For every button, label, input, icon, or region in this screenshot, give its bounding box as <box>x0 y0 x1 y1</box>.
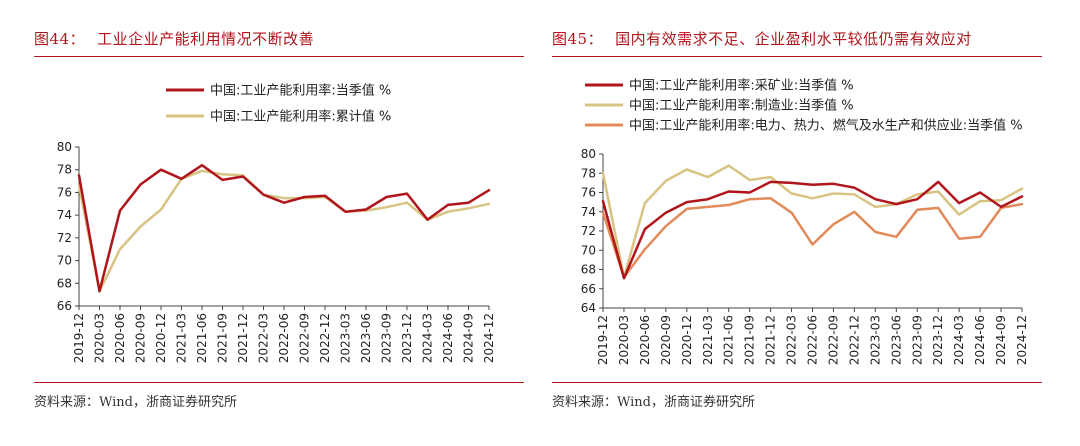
x-tick-label: 2024-03 <box>952 315 966 365</box>
x-tick-label: 2020-03 <box>617 315 631 365</box>
right-chart: 中国:工业产能利用率:采矿业:当季值 % 中国:工业产能利用率:制造业:当季值 %… <box>581 78 1029 366</box>
x-tick-label: 2022-09 <box>298 313 312 363</box>
x-tick-label: 2023-09 <box>380 313 394 363</box>
x-tick-label: 2023-03 <box>868 315 882 365</box>
left-figure-title: 图44： 工业企业产能利用情况不断改善 <box>34 28 314 49</box>
x-tick-label: 2022-12 <box>847 315 861 365</box>
left-figure-label: 图44： <box>34 30 86 48</box>
left-source-note: 资料来源：Wind，浙商证券研究所 <box>34 395 237 410</box>
y-tick-label: 70 <box>57 254 72 268</box>
series-line <box>77 163 491 293</box>
x-tick-label: 2020-09 <box>659 315 673 365</box>
x-tick-label: 2021-03 <box>175 313 189 363</box>
y-tick-label: 74 <box>57 208 72 222</box>
x-tick-label: 2024-09 <box>994 315 1008 365</box>
y-tick-label: 76 <box>57 185 72 199</box>
x-tick-label: 2021-09 <box>216 313 230 363</box>
right-source-note: 资料来源：Wind，浙商证券研究所 <box>552 395 755 410</box>
x-tick-label: 2023-06 <box>359 313 373 363</box>
right-title-rule <box>552 56 1042 57</box>
right-figure-label: 图45： <box>552 30 604 48</box>
x-tick-label: 2021-03 <box>701 315 715 365</box>
legend-label: 中国:工业产能利用率:电力、热力、燃气及水生产和供应业:当季值 % <box>629 118 1023 134</box>
y-tick-label: 66 <box>57 299 72 313</box>
y-tick-label: 68 <box>581 263 596 277</box>
x-tick-label: 2021-12 <box>236 313 250 363</box>
series-line <box>601 180 1024 280</box>
y-tick-label: 72 <box>57 231 72 245</box>
y-tick-label: 80 <box>57 140 72 154</box>
series-line <box>77 169 491 293</box>
series-line <box>601 164 1024 279</box>
y-tick-label: 72 <box>581 224 596 238</box>
y-tick-label: 66 <box>581 282 596 296</box>
y-tick-label: 74 <box>581 205 596 219</box>
x-tick-label: 2020-03 <box>93 313 107 363</box>
left-source-rule <box>34 382 524 383</box>
x-tick-label: 2021-06 <box>722 315 736 365</box>
legend-label: 中国:工业产能利用率:制造业:当季值 % <box>629 98 854 114</box>
x-tick-label: 2022-09 <box>826 315 840 365</box>
x-tick-label: 2024-12 <box>1015 315 1029 365</box>
y-tick-label: 80 <box>581 147 596 161</box>
y-tick-label: 76 <box>581 186 596 200</box>
x-tick-label: 2024-06 <box>973 315 987 365</box>
x-tick-label: 2020-06 <box>638 315 652 365</box>
y-tick-label: 70 <box>581 243 596 257</box>
x-tick-label: 2023-12 <box>931 315 945 365</box>
x-tick-label: 2023-12 <box>400 313 414 363</box>
x-tick-label: 2023-03 <box>339 313 353 363</box>
left-figure-title-text: 工业企业产能利用情况不断改善 <box>97 30 315 48</box>
x-tick-label: 2020-12 <box>680 315 694 365</box>
x-tick-label: 2021-12 <box>764 315 778 365</box>
x-tick-label: 2022-06 <box>277 313 291 363</box>
x-tick-label: 2022-03 <box>257 313 271 363</box>
x-tick-label: 2024-03 <box>421 313 435 363</box>
x-tick-label: 2021-06 <box>195 313 209 363</box>
right-figure-title-text: 国内有效需求不足、企业盈利水平较低仍需有效应对 <box>615 30 972 48</box>
x-tick-label: 2024-06 <box>441 313 455 363</box>
x-tick-label: 2022-12 <box>318 313 332 363</box>
x-tick-label: 2020-09 <box>134 313 148 363</box>
right-source-rule <box>552 382 1042 383</box>
y-tick-label: 64 <box>581 301 596 315</box>
right-figure-panel: 图45： 国内有效需求不足、企业盈利水平较低仍需有效应对 中国:工业产能利用率:采… <box>552 0 1072 446</box>
legend-label: 中国:工业产能利用率:采矿业:当季值 % <box>629 78 854 94</box>
x-tick-label: 2020-06 <box>113 313 127 363</box>
legend-label: 中国:工业产能利用率:累计值 % <box>210 109 391 125</box>
x-tick-label: 2023-09 <box>910 315 924 365</box>
x-tick-label: 2024-09 <box>462 313 476 363</box>
x-tick-label: 2021-09 <box>743 315 757 365</box>
x-tick-label: 2023-06 <box>889 315 903 365</box>
x-tick-label: 2020-12 <box>154 313 168 363</box>
x-tick-label: 2019-12 <box>596 315 610 365</box>
y-tick-label: 78 <box>581 166 596 180</box>
x-tick-label: 2022-03 <box>785 315 799 365</box>
series-line <box>601 197 1024 279</box>
y-tick-label: 78 <box>57 163 72 177</box>
left-title-rule <box>34 56 524 57</box>
x-tick-label: 2022-06 <box>806 315 820 365</box>
left-figure-panel: 图44： 工业企业产能利用情况不断改善 中国:工业产能利用率:当季值 % 中国:工业… <box>34 0 554 446</box>
y-tick-label: 68 <box>57 276 72 290</box>
left-chart: 中国:工业产能利用率:当季值 % 中国:工业产能利用率:累计值 % 66 68 70 72… <box>57 83 496 364</box>
x-tick-label: 2024-12 <box>482 313 496 363</box>
right-figure-title: 图45： 国内有效需求不足、企业盈利水平较低仍需有效应对 <box>552 28 972 49</box>
x-tick-label: 2019-12 <box>72 313 86 363</box>
legend-label: 中国:工业产能利用率:当季值 % <box>210 83 391 99</box>
